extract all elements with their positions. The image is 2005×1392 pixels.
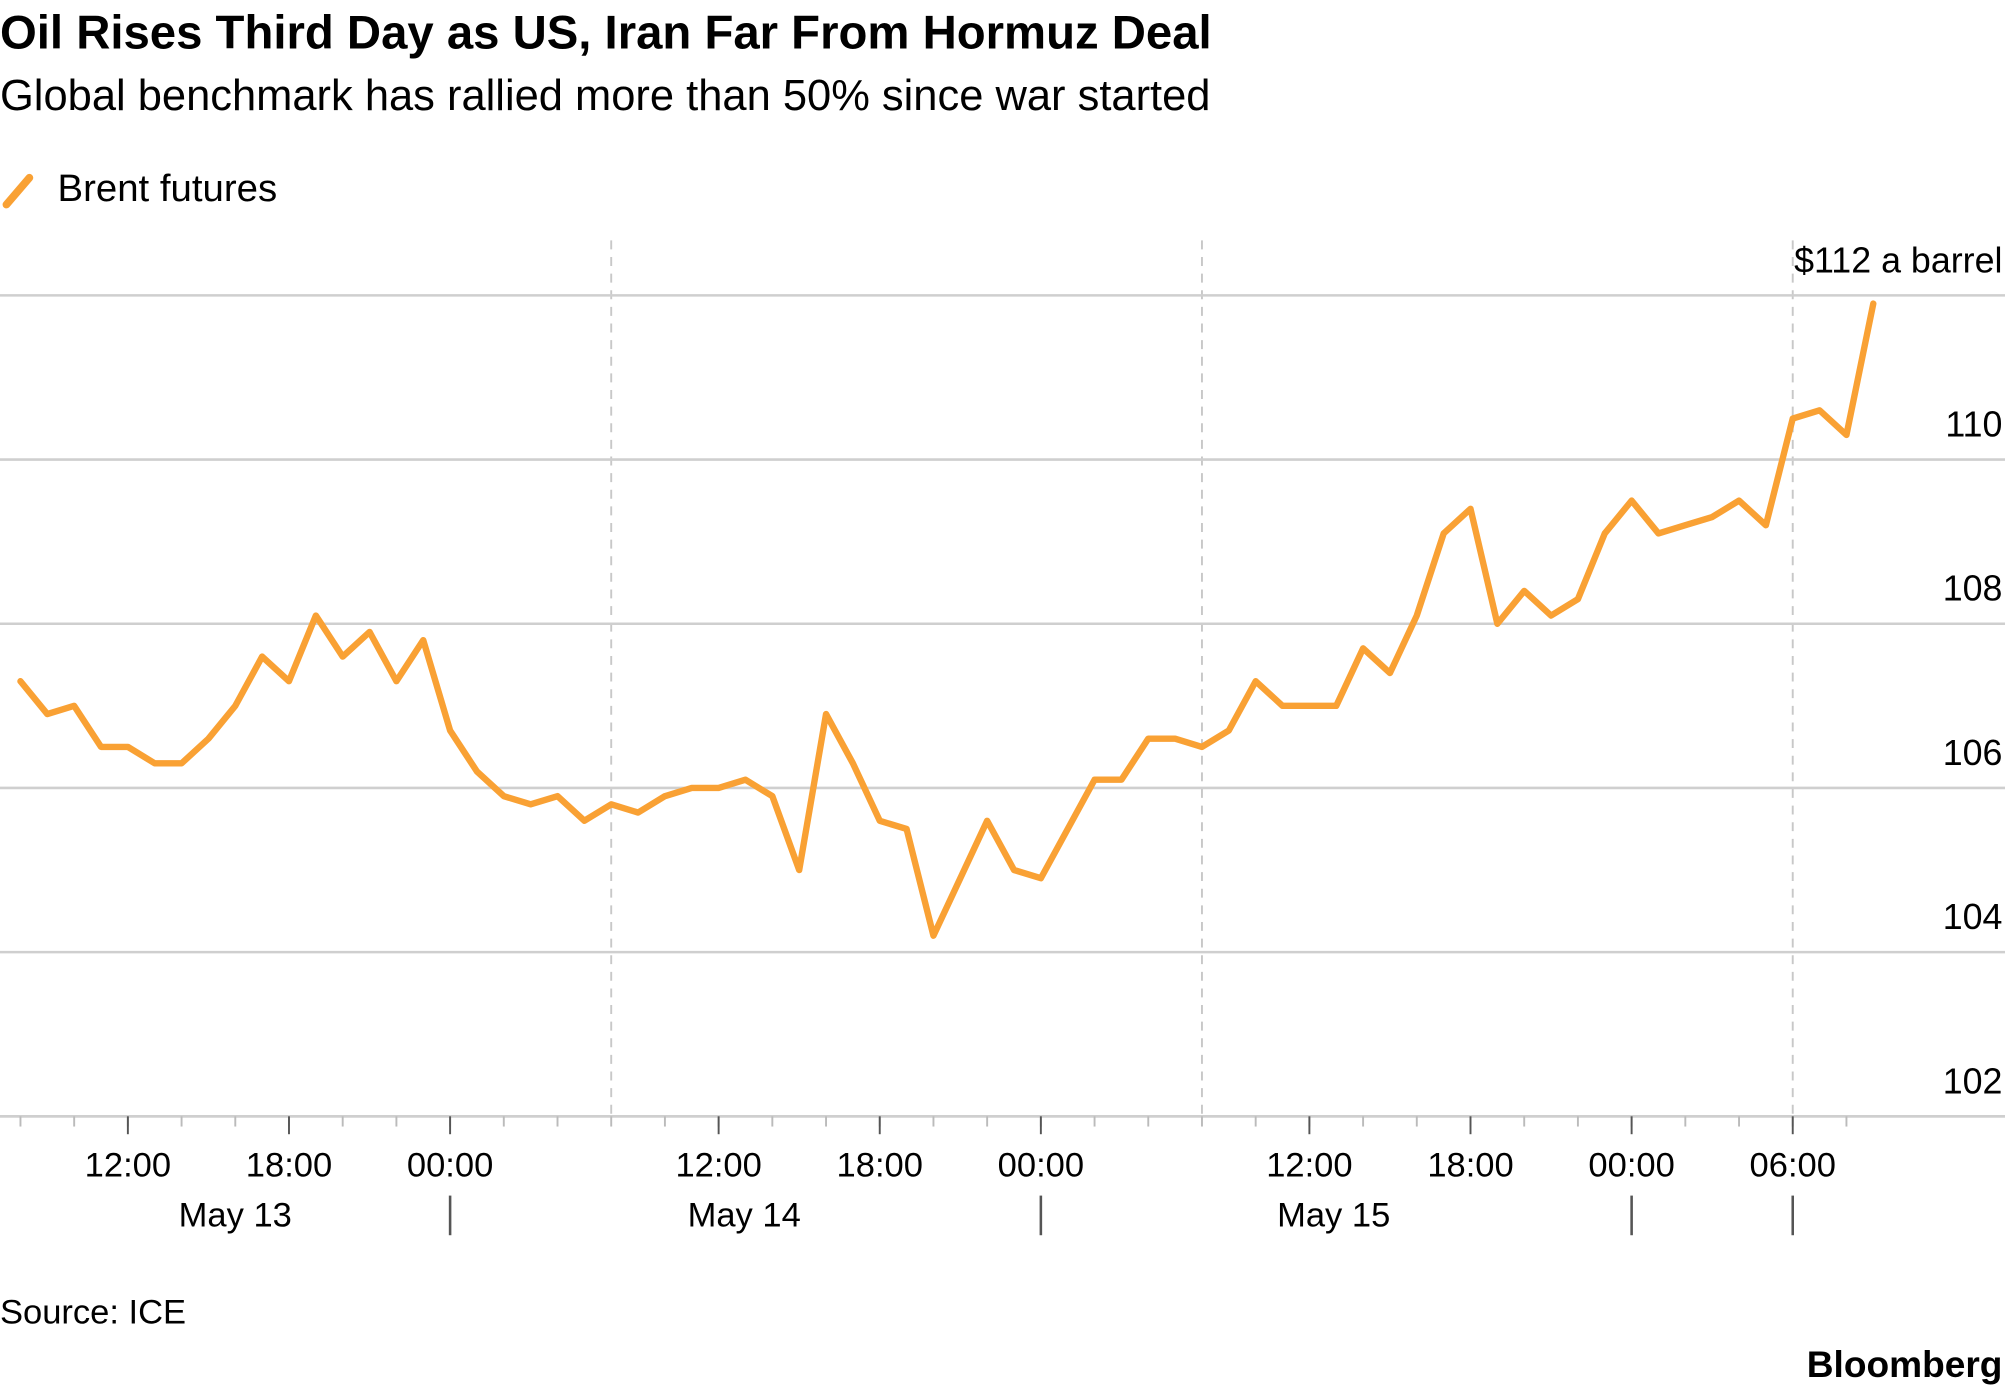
legend-swatch (2, 173, 34, 209)
legend-label: Brent futures (58, 167, 278, 210)
source: Source: ICE (0, 1293, 186, 1331)
data-line (17, 300, 1877, 939)
chart-subtitle: Global benchmark has rallied more than 5… (0, 72, 1210, 120)
x-tick-label: 18:00 (1427, 1146, 1513, 1184)
x-tick-label: 12:00 (1266, 1146, 1352, 1184)
date-label: May 15 (1277, 1196, 1390, 1234)
x-tick-label: 00:00 (1588, 1146, 1674, 1184)
x-tick-label: 12:00 (85, 1146, 171, 1184)
chart-title: Oil Rises Third Day as US, Iran Far From… (0, 7, 1212, 60)
y-tick-label: $112 a barrel (1794, 240, 2002, 280)
x-tick-label: 18:00 (837, 1146, 923, 1184)
x-tick-label: 12:00 (675, 1146, 761, 1184)
date-label: May 14 (688, 1196, 801, 1234)
x-tick-label: 06:00 (1750, 1146, 1836, 1184)
date-label: May 13 (179, 1196, 292, 1234)
x-tick-label: 18:00 (246, 1146, 332, 1184)
x-tick-label: 00:00 (407, 1146, 493, 1184)
x-tick-label: 00:00 (998, 1146, 1084, 1184)
y-tick-label: 104 (1943, 897, 2003, 937)
y-tick-label: 102 (1943, 1061, 2003, 1101)
y-tick-label: 108 (1943, 569, 2003, 609)
y-tick-label: 110 (1945, 405, 2002, 445)
y-tick-label: 106 (1943, 733, 2003, 773)
brand: Bloomberg (1807, 1343, 2003, 1385)
